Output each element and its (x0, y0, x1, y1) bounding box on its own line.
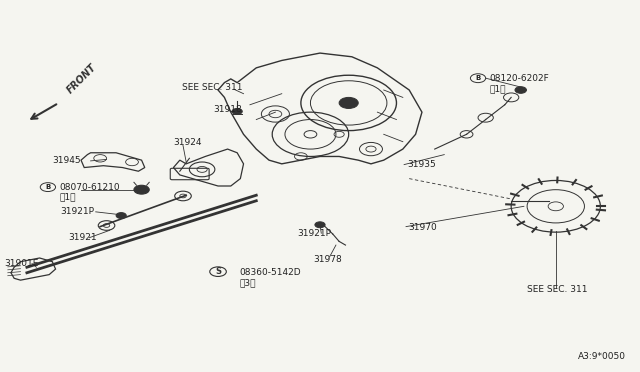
Circle shape (134, 185, 149, 194)
Text: 08360-5142D: 08360-5142D (240, 268, 301, 277)
Circle shape (515, 87, 527, 93)
Text: 08070-61210: 08070-61210 (60, 183, 120, 192)
Text: 31945: 31945 (52, 156, 81, 166)
Text: 31918: 31918 (213, 105, 242, 114)
Text: （1）: （1） (60, 192, 76, 201)
Text: 31970: 31970 (408, 223, 436, 232)
Text: S: S (215, 267, 221, 276)
Circle shape (339, 97, 358, 109)
Circle shape (116, 212, 126, 218)
Text: FRONT: FRONT (65, 62, 99, 96)
Text: （3）: （3） (240, 279, 256, 288)
Text: 08120-6202F: 08120-6202F (490, 74, 549, 83)
Circle shape (232, 109, 243, 114)
Text: SEE SEC. 311: SEE SEC. 311 (182, 83, 242, 92)
Text: 31924: 31924 (173, 138, 202, 147)
Text: 31935: 31935 (407, 160, 436, 170)
Text: B: B (476, 75, 481, 81)
Text: 31921: 31921 (68, 233, 97, 242)
Text: （1）: （1） (490, 84, 506, 93)
Text: A3:9*0050: A3:9*0050 (578, 352, 626, 361)
Text: 31978: 31978 (314, 254, 342, 264)
Text: SEE SEC. 311: SEE SEC. 311 (527, 285, 588, 294)
Text: 31921P: 31921P (298, 229, 332, 238)
Text: B: B (45, 184, 51, 190)
Text: 31901E: 31901E (4, 259, 39, 268)
Text: 31921P: 31921P (61, 207, 95, 217)
Circle shape (315, 222, 325, 228)
